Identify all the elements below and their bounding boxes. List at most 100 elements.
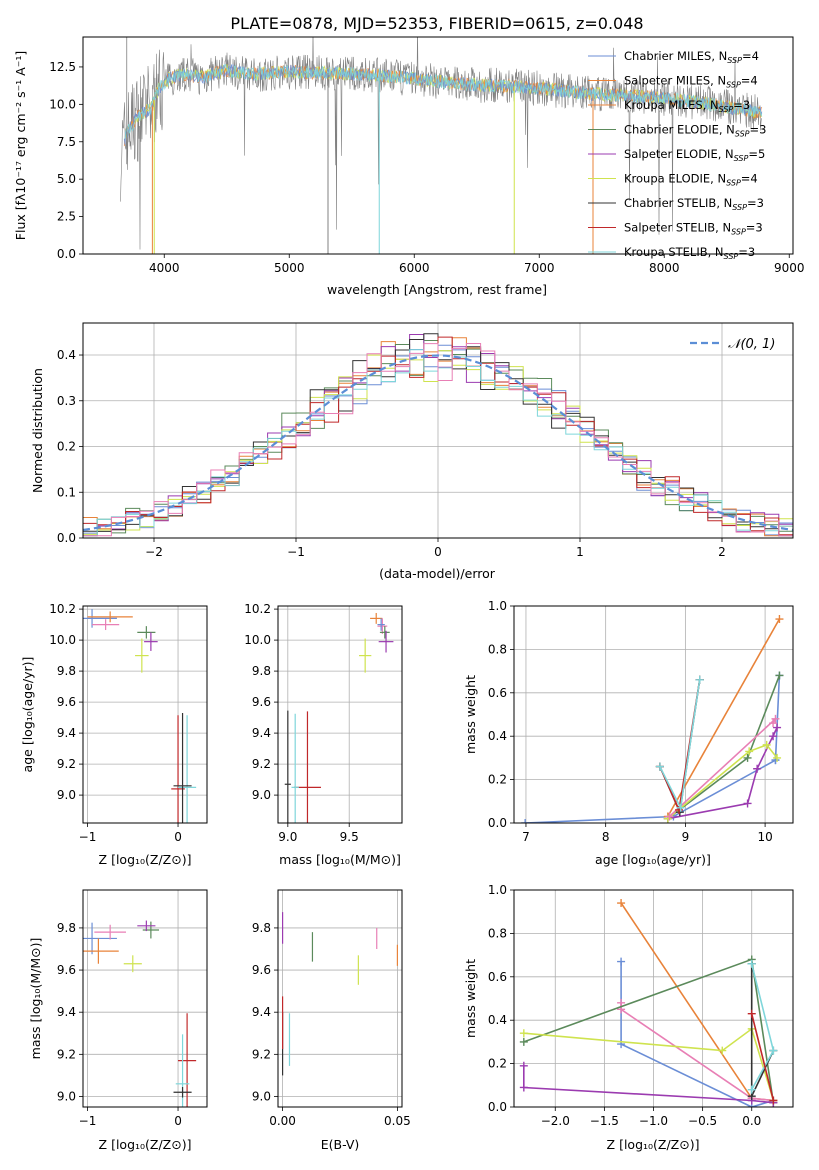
x-axis-label: age [log₁₀(age/yr)] [595, 852, 711, 867]
weight-marker [743, 753, 752, 762]
weight-marker [769, 732, 778, 741]
y-tick-label: 9.2 [57, 1047, 76, 1061]
legend-entry: Salpeter MILES, NSSP=4 [624, 74, 758, 90]
plot-area [83, 609, 197, 823]
x-axis-label: wavelength [Angstrom, rest frame] [327, 282, 547, 297]
y-axis-label: age [log₁₀(age/yr)] [20, 657, 35, 773]
y-tick-label: 9.4 [252, 726, 271, 740]
y-tick-label: 9.8 [252, 921, 271, 935]
x-tick-label: 0 [434, 545, 442, 559]
y-axis-label: mass weight [463, 959, 478, 1038]
y-tick-label: 9.4 [57, 726, 76, 740]
y-tick-label: 2.5 [57, 210, 76, 224]
x-tick-label: 5000 [274, 261, 305, 275]
y-tick-label: 9.6 [57, 963, 76, 977]
chart-weight-vs-age: 7 8 9 10 0.0 0.2 0.4 0.6 0.8 1.0 age [log₁₀(age/yr… [463, 599, 794, 867]
y-tick-label: 0.2 [57, 440, 76, 454]
chart-age-vs-z: −1 0 9.0 9.2 9.4 9.6 9.8 10.0 10.2 Z [log₁₀(Z/Z⊙)… [20, 602, 208, 867]
x-tick-label: −0.5 [688, 1114, 717, 1128]
weight-marker [769, 719, 778, 728]
y-tick-label: 0.2 [488, 1057, 507, 1071]
plot-area [120, 37, 763, 254]
weight-series-line [659, 679, 701, 813]
axes-frame [277, 605, 403, 824]
y-tick-label: 9.6 [252, 695, 271, 709]
x-tick-label: 9.0 [278, 830, 297, 844]
y-tick-label: 0.3 [57, 394, 76, 408]
y-tick-label: 9.0 [57, 1089, 76, 1103]
x-tick-label: 8 [602, 830, 610, 844]
chart-age-vs-mass: 9.0 9.5 9.0 9.2 9.4 9.6 9.8 10.0 10.2 mass [log₁₀… [244, 602, 403, 867]
y-tick-label: 9.2 [57, 757, 76, 771]
weight-marker [769, 1096, 778, 1105]
axes-frame [513, 605, 794, 824]
model-spectrum [123, 64, 763, 145]
weight-marker [775, 671, 784, 680]
weight-marker [665, 812, 674, 821]
y-tick-label: 9.0 [57, 788, 76, 802]
x-tick-label: 1 [576, 545, 584, 559]
y-tick-label: 9.6 [57, 695, 76, 709]
y-axis-label: Normed distribution [30, 368, 45, 493]
x-axis-label: (data-model)/error [379, 566, 496, 581]
y-tick-label: 0.8 [488, 926, 507, 940]
weight-marker [655, 762, 664, 771]
y-tick-label: 5.0 [57, 172, 76, 186]
y-tick-label: 0.6 [488, 970, 507, 984]
weight-marker [617, 899, 626, 908]
y-tick-label: 9.8 [252, 664, 271, 678]
plot-area [519, 899, 778, 1107]
y-tick-label: 0.4 [57, 348, 76, 362]
weight-series-line [750, 1013, 775, 1101]
legend-entry: Kroupa ELODIE, NSSP=4 [624, 172, 758, 188]
y-tick-label: 9.4 [252, 1005, 271, 1019]
x-axis-label: mass [log₁₀(M/M⊙)] [279, 852, 401, 867]
y-tick-label: 9.2 [252, 757, 271, 771]
y-tick-label: 9.4 [57, 1005, 76, 1019]
x-tick-label: 4000 [149, 261, 180, 275]
weight-series-line [525, 675, 781, 823]
weight-marker [773, 753, 782, 762]
y-tick-label: 0.0 [57, 531, 76, 545]
plot-area [521, 615, 784, 823]
y-tick-label: 10.2 [244, 602, 271, 616]
x-tick-label: 0.0 [742, 1114, 761, 1128]
plot-area [83, 920, 197, 1107]
axes-frame [513, 889, 794, 1108]
axes-frame [82, 605, 208, 824]
weight-series-line [667, 743, 778, 820]
weight-marker [519, 1061, 528, 1070]
x-tick-label: −2 [145, 545, 163, 559]
histogram-series [83, 343, 793, 538]
y-tick-label: 9.2 [252, 1047, 271, 1061]
x-tick-label: 10 [757, 830, 772, 844]
y-tick-label: 0.2 [488, 773, 507, 787]
y-tick-label: 9.0 [252, 1089, 271, 1103]
y-tick-label: 0.0 [488, 1100, 507, 1114]
weight-series-line [659, 679, 701, 815]
weight-series-line [659, 679, 701, 811]
weight-marker [519, 1083, 528, 1092]
x-tick-label: 7 [522, 830, 530, 844]
chart-weight-vs-z: −2.0 −1.5 −1.0 −0.5 0.0 0.0 0.2 0.4 0.6 0.8 1.0 Z [… [463, 883, 794, 1152]
x-axis-label: Z [log₁₀(Z/Z⊙)] [99, 1137, 192, 1152]
model-spectrum [123, 64, 763, 140]
x-tick-label: 0.05 [384, 1114, 411, 1128]
weight-marker [718, 1046, 727, 1055]
weight-series-line [667, 618, 781, 817]
observed-spectrum [120, 37, 762, 250]
weight-series-line [620, 902, 774, 1102]
chart-mass-vs-z: −1 0 9.0 9.2 9.4 9.6 9.8 Z [log₁₀(Z/Z⊙)] mass [l… [28, 889, 208, 1152]
weight-marker [775, 615, 784, 624]
legend-entry: Kroupa STELIB, NSSP=3 [624, 245, 755, 261]
weight-marker [695, 675, 704, 684]
y-axis-label: Flux [fλ10⁻¹⁷ erg cm⁻² s⁻¹ A⁻¹] [13, 51, 28, 240]
x-tick-label: 0 [174, 830, 182, 844]
weight-marker [762, 740, 771, 749]
x-axis-label: Z [log₁₀(Z/Z⊙)] [99, 852, 192, 867]
x-tick-label: −1.0 [639, 1114, 668, 1128]
y-tick-label: 9.6 [252, 963, 271, 977]
y-tick-label: 0.0 [488, 816, 507, 830]
chart-mass-vs-ebv: 0.00 0.05 9.0 9.2 9.4 9.6 9.8 E(B-V) [252, 889, 411, 1152]
